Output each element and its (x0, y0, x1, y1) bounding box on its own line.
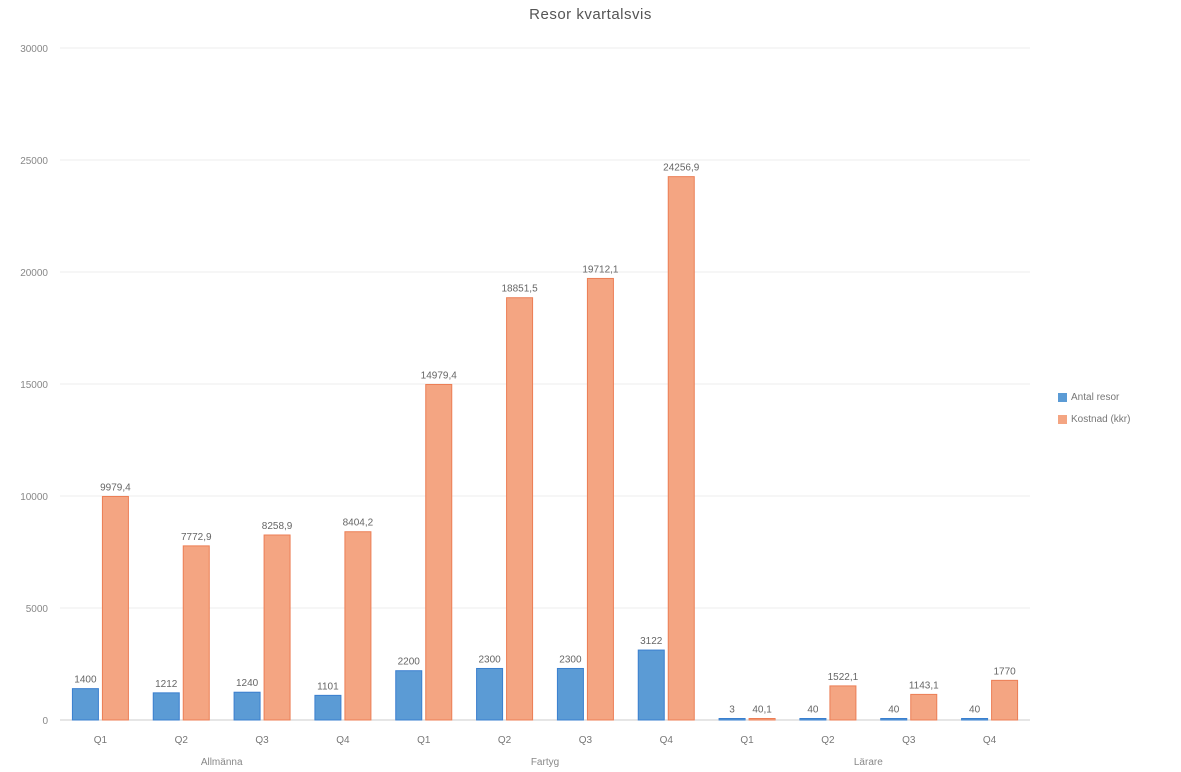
bar-kostnad (829, 685, 857, 721)
data-label: 1770 (993, 666, 1016, 677)
bar-kostnad (263, 534, 291, 721)
y-tick-label: 10000 (20, 492, 48, 503)
bars (71, 176, 1019, 721)
bar-antal-resor (556, 667, 584, 721)
x-tick-label: Q2 (498, 735, 512, 746)
y-axis-ticks: 0 5000 10000 15000 20000 25000 30000 (20, 44, 48, 727)
legend-swatch (1058, 414, 1067, 424)
data-label: 1212 (155, 679, 178, 690)
x-tick-label: Q3 (579, 735, 593, 746)
chart-title: Resor kvartalsvis (529, 6, 652, 23)
x-tick-label: Q1 (417, 735, 431, 746)
x-tick-label: Q4 (660, 735, 674, 746)
y-tick-label: 20000 (20, 268, 48, 279)
bar-antal-resor (718, 718, 746, 721)
data-label: 14979,4 (421, 370, 458, 381)
group-label: Fartyg (531, 757, 559, 768)
data-label: 1143,1 (909, 680, 939, 691)
x-tick-label: Q4 (336, 735, 350, 746)
bar-antal-resor (637, 649, 665, 721)
bar-antal-resor (880, 718, 908, 721)
data-label: 24256,9 (663, 163, 700, 174)
group-labels: Allmänna Fartyg Lärare (201, 757, 883, 768)
data-label: 8258,9 (262, 521, 293, 532)
legend-label: Antal resor (1071, 391, 1120, 403)
legend-swatch (1058, 392, 1067, 402)
data-label: 2300 (478, 654, 501, 665)
data-label: 40 (888, 705, 900, 716)
data-labels: 1400 9979,4 1212 7772,9 1240 8258,9 1101 8404,2… (74, 163, 1016, 716)
bar-kostnad (101, 495, 129, 721)
data-label: 7772,9 (181, 532, 212, 543)
bar-antal-resor (314, 694, 342, 721)
data-label: 40,1 (752, 705, 772, 716)
data-label: 1240 (236, 678, 259, 689)
data-label: 40 (969, 705, 981, 716)
bar-antal-resor (961, 718, 989, 721)
data-label: 1101 (317, 681, 339, 692)
bar-kostnad (667, 176, 695, 721)
y-tick-label: 25000 (20, 156, 48, 167)
bar-kostnad (991, 679, 1019, 721)
legend-item-series-1[interactable]: Antal resor (1058, 386, 1130, 408)
y-tick-label: 30000 (20, 44, 48, 55)
data-label: 3 (729, 705, 735, 716)
x-tick-label: Q1 (740, 735, 754, 746)
group-label: Lärare (854, 757, 883, 768)
x-tick-label: Q1 (94, 735, 108, 746)
y-tick-label: 0 (42, 716, 48, 727)
x-tick-label: Q4 (983, 735, 997, 746)
bar-kostnad (344, 531, 372, 721)
x-tick-label: Q3 (902, 735, 916, 746)
bar-kostnad (748, 718, 776, 721)
bar-antal-resor (152, 692, 180, 721)
gridlines (60, 47, 1030, 721)
data-label: 1522,1 (828, 672, 859, 683)
data-label: 2300 (559, 654, 582, 665)
x-tick-label: Q2 (821, 735, 835, 746)
x-axis-ticks: Q1 Q2 Q3 Q4 Q1 Q2 Q3 Q4 Q1 Q2 Q3 Q4 (94, 735, 997, 746)
y-tick-label: 5000 (26, 604, 49, 615)
y-tick-label: 15000 (20, 380, 48, 391)
bar-antal-resor (799, 718, 827, 721)
data-label: 19712,1 (582, 264, 619, 275)
bar-antal-resor (395, 670, 423, 721)
bar-kostnad (586, 277, 614, 721)
x-tick-label: Q3 (255, 735, 269, 746)
bar-antal-resor (476, 667, 504, 721)
legend-label: Kostnad (kkr) (1071, 413, 1131, 425)
bar-antal-resor (233, 691, 261, 721)
group-label: Allmänna (201, 757, 243, 768)
data-label: 18851,5 (502, 284, 539, 295)
bar-kostnad (506, 297, 534, 721)
bar-kostnad (910, 693, 938, 721)
legend-item-series-2[interactable]: Kostnad (kkr) (1058, 408, 1130, 430)
bar-kostnad (182, 545, 210, 721)
legend: Antal resor Kostnad (kkr) (1058, 386, 1130, 430)
data-label: 40 (807, 705, 819, 716)
bar-antal-resor (71, 688, 99, 721)
data-label: 2200 (398, 657, 421, 668)
data-label: 1400 (74, 675, 97, 686)
data-label: 8404,2 (343, 518, 374, 529)
data-label: 3122 (640, 636, 663, 647)
x-tick-label: Q2 (175, 735, 189, 746)
data-label: 9979,4 (100, 482, 131, 493)
bar-kostnad (425, 383, 453, 721)
